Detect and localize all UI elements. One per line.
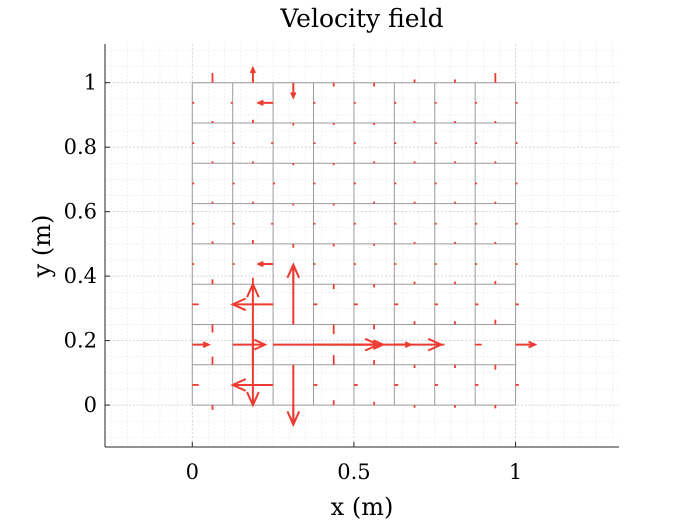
velocity-arrows — [192, 65, 538, 427]
arrow-head — [286, 262, 301, 279]
y-tick-label: 0.6 — [64, 200, 97, 224]
arrow-head — [289, 417, 298, 427]
x-tick-labels: 0 0.5 1 — [186, 460, 523, 484]
arrow-head — [404, 341, 413, 348]
x-tick-label: 0.5 — [337, 460, 370, 484]
axes-box — [104, 44, 619, 448]
x-axis-label: x (m) — [331, 493, 394, 521]
velocity-arrow — [515, 340, 538, 349]
arrow-head — [256, 260, 264, 268]
arrow-head — [528, 340, 538, 349]
y-tick-labels: 0 0.2 0.4 0.6 0.8 1 — [64, 71, 97, 417]
arrow-head — [202, 341, 211, 348]
velocity-arrow — [256, 99, 274, 106]
velocity-arrow — [230, 378, 274, 392]
arrow-head — [230, 378, 247, 392]
velocity-arrow — [394, 341, 413, 348]
arrow-head — [373, 339, 386, 350]
velocity-arrow — [192, 341, 211, 348]
y-tick-label: 0.4 — [64, 264, 97, 288]
x-tick-label: 0 — [186, 460, 199, 484]
y-tick-label: 1 — [84, 71, 97, 95]
arrow-head — [249, 65, 256, 74]
velocity-arrow — [246, 281, 260, 365]
velocity-arrow — [353, 339, 386, 350]
y-tick-label: 0.2 — [64, 329, 97, 353]
mesh-grid — [191, 82, 517, 406]
velocity-arrow — [256, 260, 274, 268]
velocity-arrow — [290, 82, 297, 100]
arrow-head — [246, 281, 260, 298]
minor-grid — [105, 44, 619, 447]
chart-title: Velocity field — [279, 4, 443, 33]
velocity-arrow — [232, 338, 268, 351]
arrow-head — [230, 297, 247, 312]
velocity-arrow — [286, 262, 301, 325]
y-tick-label: 0 — [84, 393, 97, 417]
arrow-head — [256, 99, 264, 106]
x-tick-label: 1 — [509, 460, 522, 484]
y-tick-label: 0.8 — [64, 135, 97, 159]
arrow-head — [290, 91, 297, 100]
y-axis-label: y (m) — [28, 215, 56, 279]
velocity-arrow — [249, 65, 256, 83]
velocity-arrow — [289, 405, 298, 427]
major-grid — [105, 44, 619, 447]
arrow-head — [253, 338, 268, 351]
